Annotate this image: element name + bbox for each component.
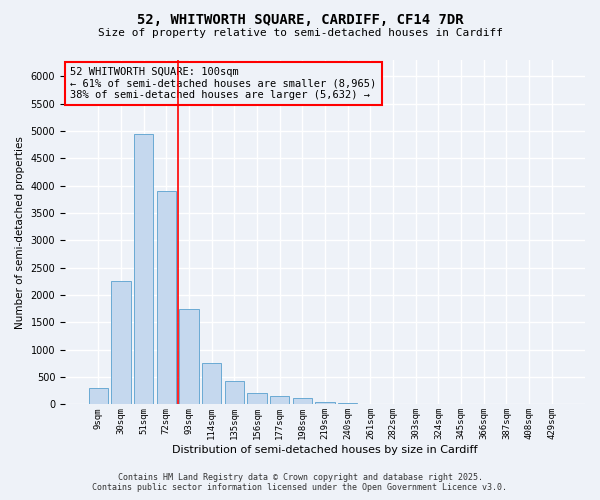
Bar [89,388,108,404]
Text: 52, WHITWORTH SQUARE, CARDIFF, CF14 7DR: 52, WHITWORTH SQUARE, CARDIFF, CF14 7DR [137,12,463,26]
Bar [202,364,221,405]
Bar [270,396,289,404]
Text: Contains HM Land Registry data © Crown copyright and database right 2025.
Contai: Contains HM Land Registry data © Crown c… [92,473,508,492]
Bar [316,402,335,404]
Bar [112,282,131,405]
Bar [293,398,312,404]
Bar [134,134,153,404]
X-axis label: Distribution of semi-detached houses by size in Cardiff: Distribution of semi-detached houses by … [172,445,478,455]
Bar [224,382,244,404]
Text: Size of property relative to semi-detached houses in Cardiff: Size of property relative to semi-detach… [97,28,503,38]
Bar [179,308,199,404]
Text: 52 WHITWORTH SQUARE: 100sqm
← 61% of semi-detached houses are smaller (8,965)
38: 52 WHITWORTH SQUARE: 100sqm ← 61% of sem… [70,67,376,100]
Bar [247,394,266,404]
Y-axis label: Number of semi-detached properties: Number of semi-detached properties [15,136,25,328]
Bar [157,191,176,404]
